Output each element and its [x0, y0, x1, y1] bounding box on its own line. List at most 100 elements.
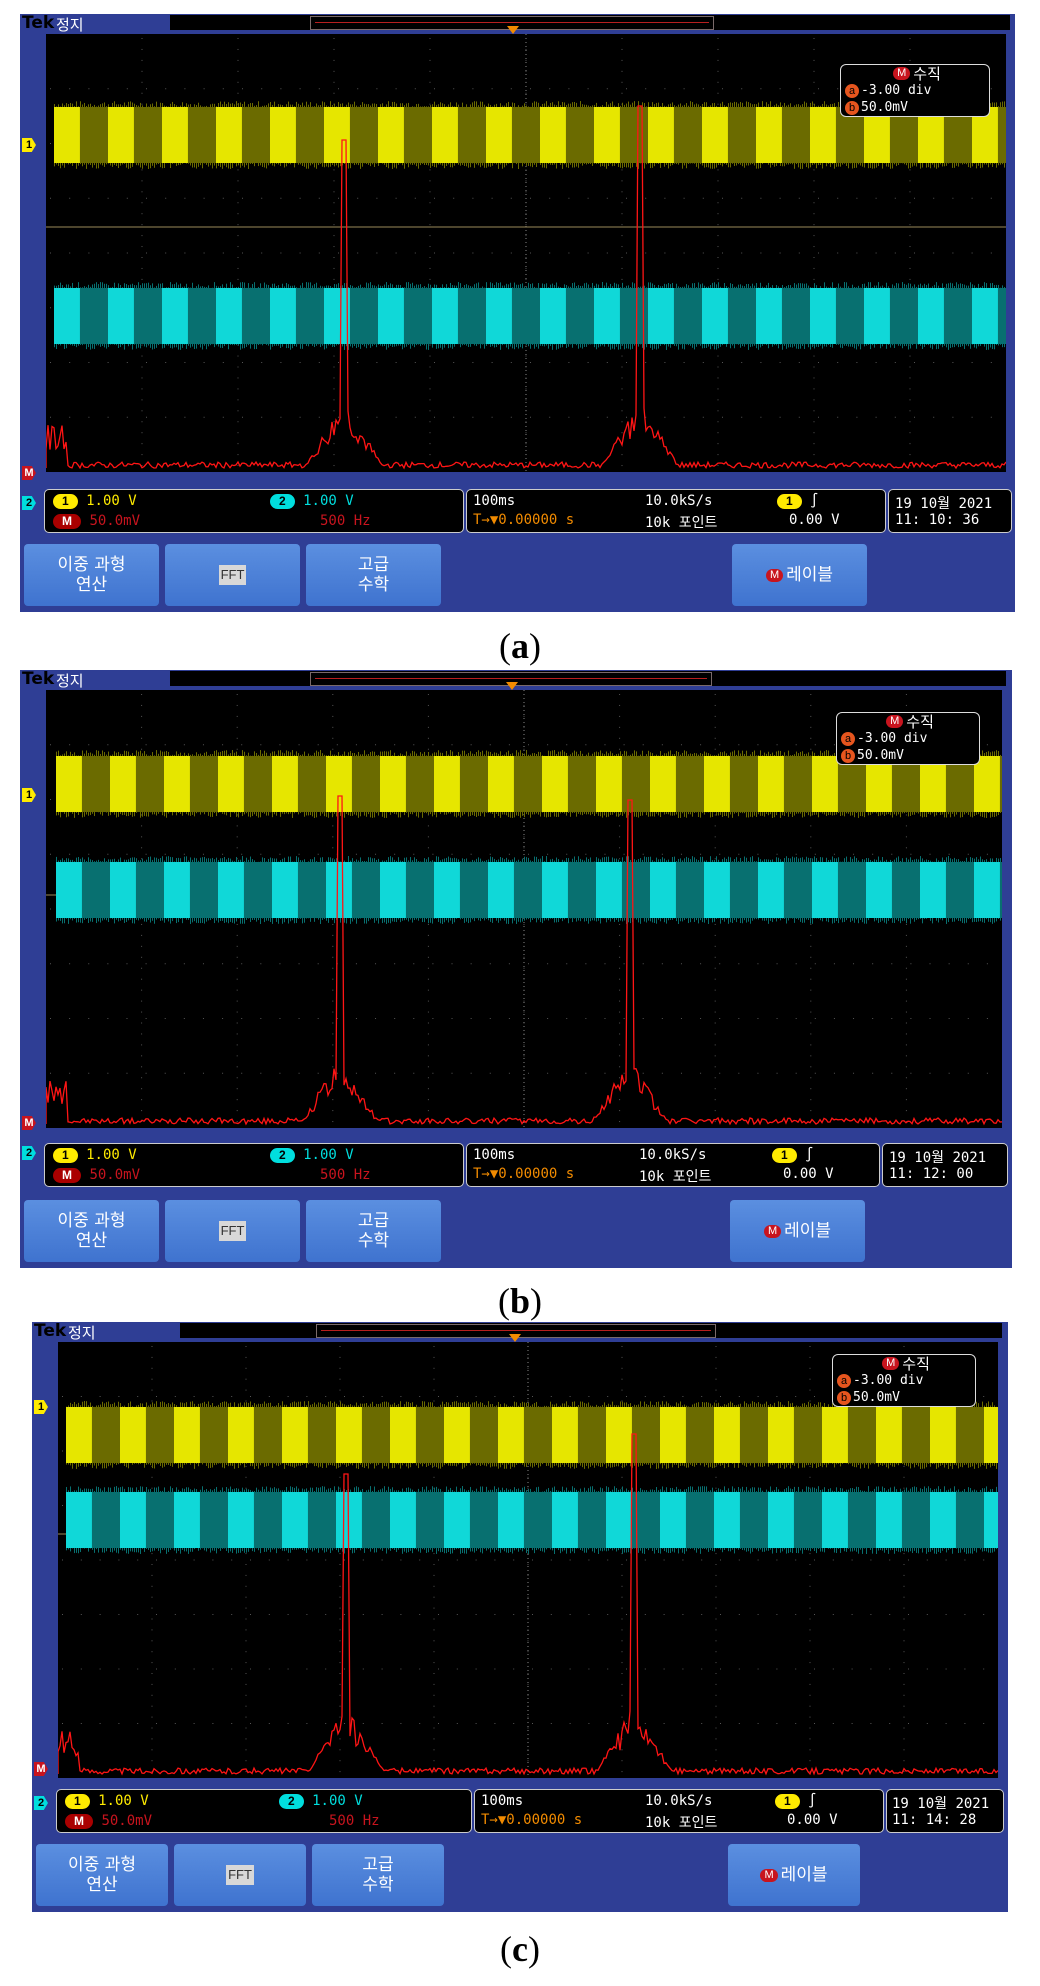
ch2-waveform-burst	[920, 862, 946, 918]
math-offset-marker[interactable]: M	[22, 466, 36, 480]
ch1-waveform-burst	[432, 107, 458, 163]
waveform-display: M 수직 a -3.00 div b 50.0mV	[58, 1342, 998, 1778]
ch1-waveform-burst	[714, 1407, 740, 1463]
ch1-waveform-burst	[812, 756, 838, 812]
dual-waveform-math-button[interactable]: 이중 과형 연산	[24, 544, 159, 606]
ch2-offset-marker[interactable]: 2	[22, 496, 36, 510]
scope-panel-a: Tek 정지 1 M 2 M 수직 a -3.00 div b 50.0mV 1 1.…	[20, 14, 1015, 612]
ch1-waveform-burst	[702, 107, 728, 163]
advanced-math-button[interactable]: 고급 수학	[312, 1844, 444, 1906]
ch2-waveform-burst	[380, 862, 406, 918]
label-button[interactable]: M 레이블	[732, 544, 867, 606]
fft-button[interactable]: FFT	[165, 544, 300, 606]
ch1-waveform-burst	[540, 107, 566, 163]
ch2-waveform-envelope	[54, 288, 1006, 344]
ch2-waveform-burst	[444, 1492, 470, 1548]
ch1-waveform-burst	[270, 107, 296, 163]
waveform-display: M 수직 a -3.00 div b 50.0mV	[46, 690, 1002, 1128]
ch2-waveform-burst	[272, 862, 298, 918]
ch2-waveform-burst	[216, 288, 242, 344]
ch1-waveform-burst	[542, 756, 568, 812]
top-status-bar: Tek 정지	[20, 670, 1012, 690]
ch2-offset-marker[interactable]: 2	[22, 1146, 36, 1160]
ch1-offset-marker[interactable]: 1	[34, 1400, 48, 1414]
advanced-math-button[interactable]: 고급 수학	[306, 1200, 441, 1262]
ch1-waveform-burst	[444, 1407, 470, 1463]
fft-button[interactable]: FFT	[165, 1200, 300, 1262]
ch1-waveform-burst	[648, 107, 674, 163]
ch2-waveform-burst	[660, 1492, 686, 1548]
ch1-waveform-burst	[228, 1407, 254, 1463]
timebase-readout: 100ms 10.0kS/s 1 ∫ T→▼0.00000 s 10k 포인트 …	[466, 489, 886, 533]
ch1-waveform-burst	[486, 107, 512, 163]
ch1-offset-marker[interactable]: 1	[22, 138, 36, 152]
ch2-waveform-envelope	[66, 1492, 998, 1548]
trigger-position-marker[interactable]	[509, 1334, 521, 1342]
ch2-waveform-burst	[164, 862, 190, 918]
dual-waveform-math-button[interactable]: 이중 과형 연산	[36, 1844, 168, 1906]
date-time-readout: 19 10월 2021 11: 14: 28	[886, 1789, 1004, 1833]
ch1-waveform-burst	[336, 1407, 362, 1463]
trigger-position-marker[interactable]	[507, 26, 519, 34]
ch1-waveform-burst	[218, 756, 244, 812]
ch2-waveform-burst	[174, 1492, 200, 1548]
scope-panel-b: Tek 정지 1 M 2 M 수직 a -3.00 div b 50.0mV 1 1.…	[20, 670, 1012, 1268]
ch2-waveform-burst	[714, 1492, 740, 1548]
label-button[interactable]: M 레이블	[730, 1200, 865, 1262]
ch2-waveform-burst	[918, 288, 944, 344]
ch1-waveform-burst	[380, 756, 406, 812]
top-status-bar: Tek 정지	[20, 14, 1015, 34]
acquisition-status: 정지	[68, 1324, 96, 1342]
ch2-waveform-burst	[596, 862, 622, 918]
caption-c: (c)	[500, 1929, 540, 1969]
acquisition-status: 정지	[56, 672, 84, 690]
ch2-waveform-burst	[552, 1492, 578, 1548]
waveform-svg	[58, 1342, 998, 1778]
ch1-waveform-burst	[56, 756, 82, 812]
ch1-waveform-burst	[390, 1407, 416, 1463]
ch1-waveform-burst	[378, 107, 404, 163]
ch2-waveform-burst	[228, 1492, 254, 1548]
ch1-waveform-burst	[594, 107, 620, 163]
ch1-waveform-burst	[704, 756, 730, 812]
fft-button[interactable]: FFT	[174, 1844, 306, 1906]
trigger-position-marker[interactable]	[506, 682, 518, 690]
brand-logo: Tek	[22, 670, 55, 689]
math-offset-marker[interactable]: M	[34, 1762, 48, 1776]
ch1-waveform-burst	[650, 756, 676, 812]
ch2-waveform-burst	[974, 862, 1000, 918]
top-status-bar: Tek 정지	[32, 1322, 1008, 1342]
ch2-waveform-burst	[812, 862, 838, 918]
ch2-waveform-burst	[768, 1492, 794, 1548]
ch2-waveform-burst	[864, 288, 890, 344]
ch1-waveform-burst	[876, 1407, 902, 1463]
ch1-waveform-burst	[488, 756, 514, 812]
ch2-waveform	[54, 282, 1006, 350]
ch2-waveform-burst	[972, 288, 998, 344]
ch2-waveform-burst	[390, 1492, 416, 1548]
label-button[interactable]: M 레이블	[728, 1844, 860, 1906]
ch2-waveform-burst	[758, 862, 784, 918]
advanced-math-button[interactable]: 고급 수학	[306, 544, 441, 606]
ch2-waveform-burst	[984, 1492, 998, 1548]
ch2-waveform-burst	[866, 862, 892, 918]
ch1-waveform-burst	[164, 756, 190, 812]
ch2-waveform-burst	[282, 1492, 308, 1548]
ch1-offset-marker[interactable]: 1	[22, 788, 36, 802]
caption-b: (b)	[497, 1281, 543, 1321]
ch2-waveform-burst	[432, 288, 458, 344]
timebase-readout: 100ms 10.0kS/s 1 ∫ T→▼0.00000 s 10k 포인트 …	[466, 1143, 880, 1187]
ch1-waveform-burst	[596, 756, 622, 812]
math-offset-marker[interactable]: M	[22, 1116, 36, 1130]
ch2-waveform	[66, 1486, 998, 1554]
ch1-waveform-burst	[66, 1407, 92, 1463]
ch1-waveform-burst	[498, 1407, 524, 1463]
date-time-readout: 19 10월 2021 11: 12: 00	[882, 1143, 1008, 1187]
ch1-waveform-burst	[162, 107, 188, 163]
ch2-offset-marker[interactable]: 2	[34, 1796, 48, 1810]
ch1-waveform-burst	[110, 756, 136, 812]
ch2-waveform-burst	[110, 862, 136, 918]
ch2-waveform-burst	[434, 862, 460, 918]
dual-waveform-math-button[interactable]: 이중 과형 연산	[24, 1200, 159, 1262]
ch1-waveform-burst	[930, 1407, 956, 1463]
